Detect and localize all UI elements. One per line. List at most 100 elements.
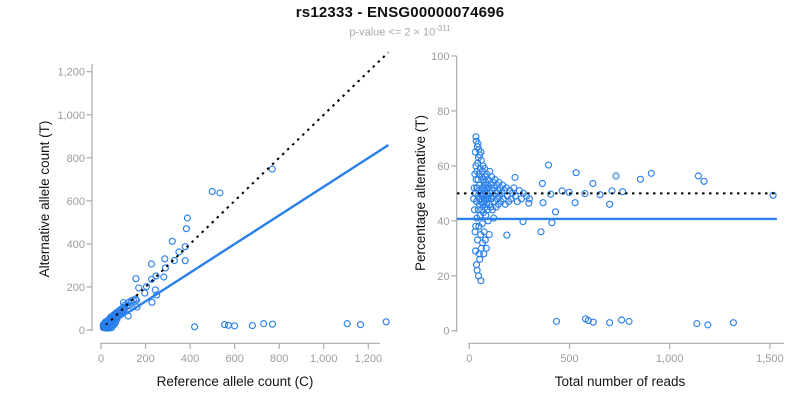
data-point (596, 191, 604, 199)
data-point (694, 172, 702, 180)
left-plot-panel: 0 200 400 600 800 1,000 1,200 0 200 400 600 800 1,00… (37, 51, 390, 389)
x-tick-label: 0 (98, 353, 104, 365)
data-point (148, 275, 156, 283)
data-point (589, 318, 597, 326)
data-point (161, 255, 169, 263)
data-point (132, 296, 141, 304)
data-point (141, 289, 149, 297)
data-point (260, 320, 268, 328)
y-tick-label: 200 (67, 282, 85, 294)
data-point (160, 273, 168, 281)
left-x-axis: 0 200 400 600 800 1,000 1,200 (98, 342, 383, 365)
data-point (581, 190, 589, 198)
right-plot-panel: 0 500 1,000 1,500 0 20 40 60 80 100 Total number o… (413, 51, 784, 389)
data-point (704, 321, 712, 329)
data-point (119, 299, 127, 307)
data-point (132, 275, 140, 283)
left-y-axis-title: Alternative allele count (T) (37, 121, 52, 278)
right-y-axis-title: Percentage alternative (T) (413, 115, 428, 271)
data-point (470, 206, 479, 214)
data-point (548, 219, 556, 227)
data-point (142, 283, 151, 291)
data-point (481, 236, 489, 244)
data-point (729, 319, 737, 327)
data-point (191, 323, 199, 331)
data-point (619, 188, 627, 196)
data-point (538, 179, 546, 188)
data-point (216, 189, 224, 197)
data-point (221, 321, 229, 329)
y-tick-label: 80 (437, 106, 449, 118)
data-point (248, 322, 256, 330)
figure-title: rs12333 - ENSG00000074696 (295, 4, 505, 21)
y-tick-label: 60 (437, 161, 449, 173)
data-point (503, 231, 511, 239)
data-point (572, 169, 580, 177)
data-point (168, 237, 176, 245)
x-tick-label: 400 (181, 353, 199, 365)
data-point (547, 190, 555, 198)
data-point (183, 214, 191, 222)
data-point (700, 177, 708, 185)
data-point (510, 184, 518, 192)
data-point (472, 176, 480, 184)
y-tick-label: 400 (67, 239, 85, 251)
data-point (589, 179, 597, 188)
right-x-axis: 0 500 1,000 1,500 (466, 342, 784, 365)
data-point (571, 199, 579, 207)
x-tick-label: 600 (225, 353, 243, 365)
data-point (152, 272, 160, 280)
x-tick-label: 0 (466, 353, 472, 365)
x-tick-label: 200 (136, 353, 154, 365)
y-tick-label: 40 (437, 216, 449, 228)
right-y-axis: 0 20 40 60 80 100 (431, 51, 458, 338)
data-point (539, 199, 547, 207)
y-tick-label: 800 (67, 153, 85, 165)
data-point (769, 191, 777, 199)
data-point (382, 318, 390, 326)
data-point (552, 317, 561, 325)
right-lines-layer (457, 192, 777, 221)
data-point (612, 172, 620, 180)
y-tick-label: 600 (67, 196, 85, 208)
data-point (647, 169, 655, 177)
data-point (224, 321, 232, 329)
pvalue-text: p-value <= 2 × 10 (349, 26, 436, 39)
data-point (482, 244, 490, 252)
data-point (181, 257, 189, 265)
y-tick-label: 0 (79, 325, 85, 337)
data-point (525, 195, 533, 203)
data-point (231, 322, 239, 330)
data-point (485, 231, 493, 239)
x-tick-label: 1,200 (355, 353, 383, 365)
data-point (477, 148, 485, 156)
x-tick-label: 1,000 (310, 353, 338, 365)
data-point (525, 199, 533, 207)
left-lines-layer (100, 51, 390, 332)
left-points-layer (99, 165, 390, 332)
data-point (148, 298, 156, 306)
x-tick-label: 1,000 (656, 353, 684, 365)
data-point (133, 303, 141, 311)
data-point (511, 173, 519, 181)
identity-line (100, 51, 390, 331)
data-point (480, 250, 488, 258)
left-x-axis-title: Reference allele count (C) (157, 374, 314, 389)
data-point (477, 277, 485, 285)
data-point (606, 200, 614, 208)
data-point (544, 161, 553, 169)
x-tick-label: 1,500 (756, 353, 784, 365)
data-point (476, 255, 484, 263)
data-point (636, 175, 644, 183)
data-point (161, 264, 169, 272)
left-y-axis: 0 200 400 600 800 1,000 1,200 (57, 64, 93, 337)
data-point (182, 225, 190, 233)
right-x-axis-title: Total number of reads (555, 374, 686, 389)
data-point (208, 187, 216, 196)
data-point (537, 228, 545, 236)
figure-subtitle: p-value <= 2 × 10-311 (0, 24, 800, 39)
data-point (175, 248, 183, 256)
data-point (268, 165, 276, 173)
